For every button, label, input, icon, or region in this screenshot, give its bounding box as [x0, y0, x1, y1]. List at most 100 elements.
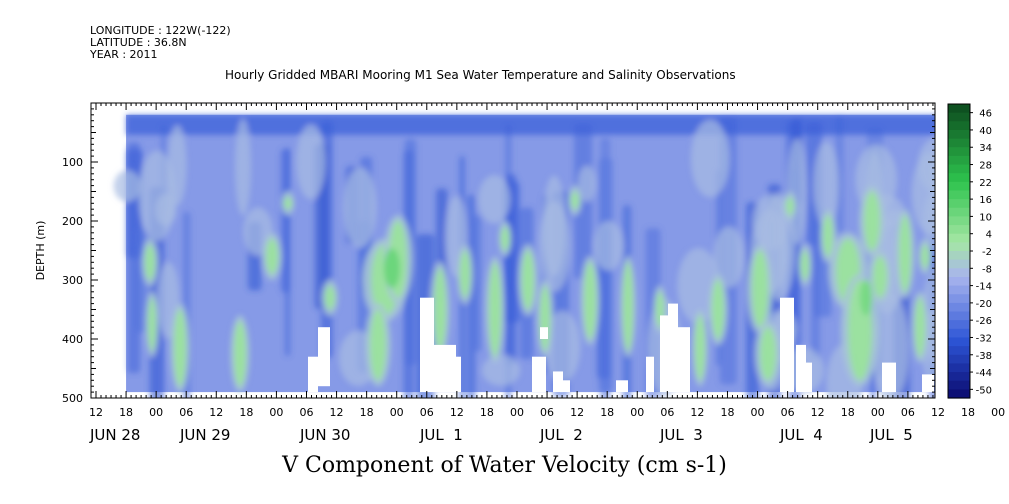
positive-plume: [873, 256, 887, 298]
weak-patch: [539, 201, 571, 292]
colorbar-band: [948, 302, 970, 313]
x-hour-label: 18: [720, 406, 734, 419]
y-tick-label: 300: [62, 274, 83, 287]
weak-patch: [478, 175, 511, 224]
weak-patch: [343, 167, 377, 248]
missing-data: [455, 356, 461, 393]
x-date-label: JUN 28: [89, 426, 140, 444]
colorbar-band: [948, 276, 970, 287]
positive-plume: [921, 244, 929, 269]
velocity-field: [113, 114, 935, 398]
x-hour-label: 12: [690, 406, 704, 419]
colorbar-tick-label: -2: [982, 247, 992, 258]
chart-title: Hourly Gridded MBARI Mooring M1 Sea Wate…: [225, 68, 736, 82]
positive-plume: [915, 297, 925, 357]
x-hour-label: 18: [600, 406, 614, 419]
x-hour-label: 12: [931, 406, 945, 419]
positive-plume: [284, 197, 292, 210]
colorbar-band: [948, 155, 970, 166]
weak-patch: [296, 124, 326, 200]
weak-patch: [813, 141, 839, 229]
missing-data: [420, 297, 434, 393]
weak-patch: [234, 118, 252, 216]
weak-patch: [481, 354, 521, 386]
x-hour-label: 18: [841, 406, 855, 419]
colorbar-band: [948, 372, 970, 382]
x-date-label: JUL 1: [419, 426, 463, 444]
negative-patch: [574, 123, 593, 279]
colorbar-band: [948, 268, 970, 278]
positive-plume: [234, 321, 246, 387]
positive-plume: [174, 309, 186, 387]
colorbar-tick-label: 4: [986, 230, 992, 241]
colorbar-band: [948, 251, 970, 261]
x-date-label: JUL 5: [869, 426, 913, 444]
negative-patch: [598, 158, 614, 391]
colorbar-tick-label: -38: [976, 351, 992, 362]
missing-data: [678, 327, 690, 393]
positive-plume: [752, 250, 768, 328]
weak-patch: [911, 152, 935, 235]
colorbar-band: [948, 363, 970, 373]
colorbar-tick-label: 10: [979, 212, 992, 223]
missing-data: [882, 362, 896, 393]
x-hour-label: 12: [89, 406, 103, 419]
colorbar-band: [948, 112, 970, 122]
y-tick-label: 500: [62, 392, 83, 405]
x-hour-label: 00: [390, 406, 404, 419]
colorbar-band: [948, 207, 970, 218]
weak-patch: [544, 311, 581, 383]
positive-plume: [801, 250, 809, 280]
x-hour-label: 12: [450, 406, 464, 419]
negative-patch: [285, 147, 291, 357]
missing-data: [318, 327, 330, 387]
x-hour-label: 00: [510, 406, 524, 419]
x-axis-label: V Component of Water Velocity (cm s-1): [282, 453, 727, 478]
x-hour-label: 12: [209, 406, 223, 419]
colorbar-band: [948, 389, 970, 399]
colorbar-band: [948, 164, 970, 174]
x-hour-label: 06: [781, 406, 795, 419]
positive-plume: [623, 262, 633, 351]
colorbar-tick-label: -8: [982, 264, 992, 275]
positive-plume: [823, 215, 833, 257]
colorbar-band: [948, 354, 970, 365]
missing-data: [560, 380, 570, 393]
colorbar-tick-label: 22: [979, 178, 992, 189]
negative-patch: [505, 174, 517, 365]
colorbar-tick-label: -20: [976, 299, 992, 310]
positive-plume: [584, 262, 596, 339]
x-date-label: JUL 2: [539, 426, 583, 444]
positive-plume: [899, 215, 911, 292]
missing-data: [668, 303, 678, 393]
positive-plume: [712, 280, 724, 339]
colorbar-band: [948, 121, 970, 131]
colorbar-band: [948, 233, 970, 243]
x-hour-label: 06: [420, 406, 434, 419]
missing-data: [532, 356, 546, 393]
x-hour-label: 18: [480, 406, 494, 419]
positive-plume: [760, 327, 776, 381]
positive-plume: [370, 309, 386, 381]
positive-plume: [695, 315, 705, 381]
colorbar-tick-label: 28: [979, 161, 992, 172]
colorbar-band: [948, 285, 970, 295]
x-hour-label: 00: [751, 406, 765, 419]
x-hour-label: 18: [961, 406, 975, 419]
weak-patch: [713, 226, 745, 288]
colorbar-band: [948, 104, 970, 114]
x-hour-label: 00: [871, 406, 885, 419]
positive-plume: [864, 191, 880, 251]
missing-data: [804, 362, 812, 393]
x-hour-label: 12: [570, 406, 584, 419]
missing-data: [646, 356, 654, 393]
colorbar-tick-label: 40: [979, 126, 992, 137]
positive-plume: [571, 191, 579, 210]
positive-plume: [434, 268, 446, 351]
colorbar-band: [948, 259, 970, 269]
weak-patch: [593, 221, 624, 271]
missing-data: [434, 344, 456, 393]
colorbar-band: [948, 129, 970, 140]
x-date-label: JUN 29: [179, 426, 230, 444]
